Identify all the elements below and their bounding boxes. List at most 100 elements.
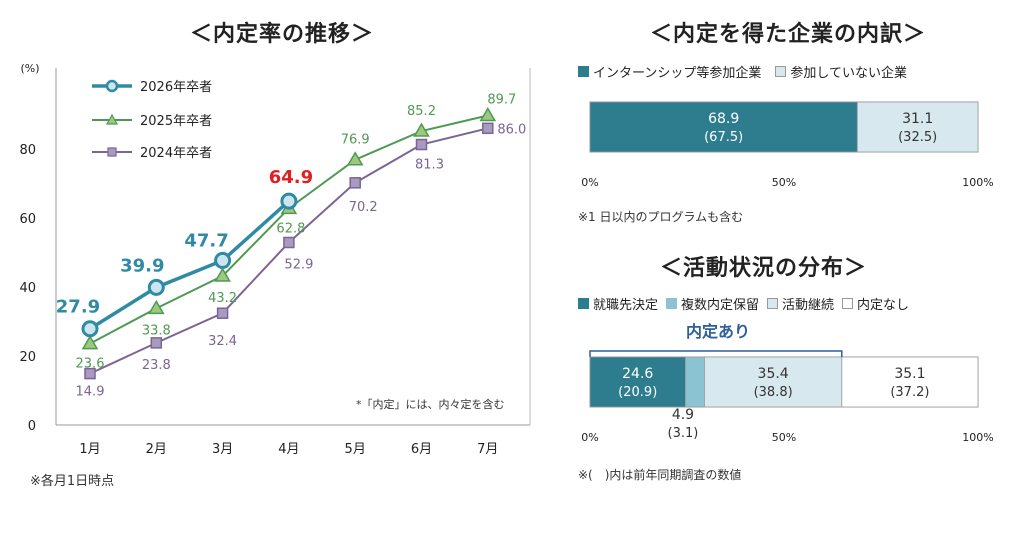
legend-marker-series-2 — [105, 113, 119, 125]
data-label-series-3: 14.9 — [76, 385, 105, 400]
series-2-point — [214, 267, 231, 282]
y-tick-label: 80 — [19, 143, 36, 158]
bar-prev-label: (67.5) — [704, 130, 743, 145]
bar-value-label: 35.1 — [894, 366, 925, 382]
data-label-series-1: 27.9 — [56, 297, 100, 318]
y-tick-label: 20 — [19, 350, 36, 365]
series-3-point — [216, 307, 229, 319]
data-label-series-1: 64.9 — [269, 167, 313, 188]
bar-segment-4 — [841, 356, 979, 408]
x-tick-label: 7月 — [477, 442, 498, 457]
legend-swatch-continuing — [767, 298, 779, 309]
legend-swatch-nonintern — [775, 66, 787, 77]
company-breakdown-legend: インターンシップ等参加企業 参加していない企業 — [578, 62, 907, 81]
legend-swatch-decided — [578, 298, 589, 309]
data-label-series-3: 32.4 — [208, 334, 237, 349]
x-tick-label: 5月 — [345, 442, 366, 457]
data-label-series-2: 23.6 — [76, 357, 105, 372]
bar-value-label: 68.9 — [708, 111, 739, 127]
legend-marker-series-3 — [107, 147, 117, 157]
data-label-series-2: 33.8 — [142, 323, 171, 338]
legend-label-continuing: 活動継続 — [782, 298, 835, 313]
bar-value-label: 24.6 — [622, 366, 653, 382]
bar-prev-label: (3.1) — [668, 426, 699, 441]
series-3-point — [349, 177, 361, 189]
series-1-point — [280, 192, 298, 210]
series-3-point — [84, 367, 96, 380]
legend-label-series-1: 2026年卒者 — [140, 80, 212, 95]
legend-swatch-none — [842, 298, 854, 309]
y-axis-unit: (%) — [20, 62, 39, 75]
company-breakdown-title: ＜内定を得た企業の内訳＞ — [650, 22, 927, 47]
series-3-point — [415, 138, 428, 151]
line-chart: 0 20 40 60 80 (%) 1月 2月 3月 4月 5月 6月 7月 27.9 39.9 47.7 64… — [19, 62, 531, 457]
line-chart-footnote: ※各月1日時点 — [30, 474, 115, 489]
x-tick-label: 3月 — [212, 442, 233, 457]
bar-prev-label: (38.8) — [754, 385, 793, 400]
x-tick-label: 6月 — [411, 442, 432, 457]
data-label-series-2: 85.2 — [407, 104, 436, 119]
data-label-series-1: 39.9 — [120, 255, 164, 276]
bar-prev-label: (20.9) — [618, 385, 657, 400]
series-2-point — [346, 151, 364, 166]
bar-prev-label: (32.5) — [898, 130, 937, 145]
x-tick-label: 100% — [962, 431, 993, 444]
y-tick-label: 40 — [19, 281, 36, 296]
legend-label-none: 内定なし — [857, 298, 910, 313]
legend-swatch-multiple — [666, 298, 678, 309]
legend-marker-series-1 — [105, 79, 119, 93]
series-2-point — [81, 335, 99, 350]
series-1-point — [147, 278, 165, 296]
series-2-point — [479, 107, 497, 122]
bar-prev-label: (37.2) — [890, 385, 929, 400]
series-line-1 — [89, 199, 291, 331]
bar-segment-2 — [856, 101, 979, 153]
bar-value-label: 31.1 — [902, 111, 933, 127]
line-chart-inner-note: *「内定」には、内々定を含む — [356, 398, 505, 411]
offer-bracket — [589, 350, 843, 357]
bar-value-label: 4.9 — [672, 407, 694, 423]
data-label-series-3: 52.9 — [284, 257, 313, 272]
x-tick-label: 100% — [962, 176, 993, 189]
x-tick-label: 0% — [581, 431, 598, 444]
series-1-point — [214, 251, 232, 269]
series-3-point — [482, 122, 494, 135]
x-tick-label: 50% — [772, 176, 796, 189]
company-breakdown-footnote: ※1 日以内のプログラムも含む — [578, 210, 744, 224]
x-tick-label: 0% — [581, 176, 598, 189]
legend-label-series-3: 2024年卒者 — [140, 146, 212, 161]
activity-title: ＜活動状況の分布＞ — [660, 256, 868, 281]
legend-swatch-intern — [578, 66, 589, 77]
line-chart-title: ＜内定率の推移＞ — [190, 22, 375, 47]
bar-segment-1 — [589, 356, 686, 408]
x-tick-label: 2月 — [146, 442, 167, 457]
activity-bar: 24.6 (20.9) 4.9 (3.1) 35.4 (38.8) 35.1 (37.2) 0%… — [581, 350, 994, 444]
data-label-series-2: 62.8 — [276, 221, 305, 236]
bar-value-label: 35.4 — [758, 366, 789, 382]
bar-segment-2 — [685, 356, 705, 408]
y-tick-label: 0 — [28, 419, 36, 434]
series-2-point — [147, 299, 165, 315]
offer-bracket-label: 内定あり — [686, 322, 751, 341]
bar-segment-3 — [704, 356, 843, 408]
x-tick-label: 1月 — [79, 442, 100, 457]
data-label-series-3: 23.8 — [142, 358, 171, 373]
data-label-series-3: 70.2 — [349, 200, 378, 215]
legend-label-multiple: 複数内定保留 — [681, 298, 760, 313]
activity-footnote: ※( )内は前年同期調査の数値 — [578, 468, 742, 482]
legend-label-intern: インターンシップ等参加企業 — [593, 66, 762, 81]
x-tick-label: 50% — [772, 431, 796, 444]
data-label-series-3: 81.3 — [415, 158, 444, 173]
bar-segment-1 — [589, 101, 858, 153]
data-label-series-3: 86.0 — [497, 122, 526, 137]
data-label-series-1: 47.7 — [184, 230, 228, 251]
data-label-series-2: 76.9 — [341, 133, 370, 148]
series-3-point — [150, 337, 163, 349]
legend-label-series-2: 2025年卒者 — [140, 114, 212, 129]
series-2-point — [413, 122, 430, 137]
series-1-point — [81, 320, 99, 338]
legend-label-decided: 就職先決定 — [593, 298, 659, 313]
activity-legend: 就職先決定 複数内定保留 活動継続 内定なし — [578, 294, 909, 313]
series-3-point — [283, 236, 295, 249]
company-breakdown-bar: 68.9 (67.5) 31.1 (32.5) 0% 50% 100% — [581, 101, 994, 189]
